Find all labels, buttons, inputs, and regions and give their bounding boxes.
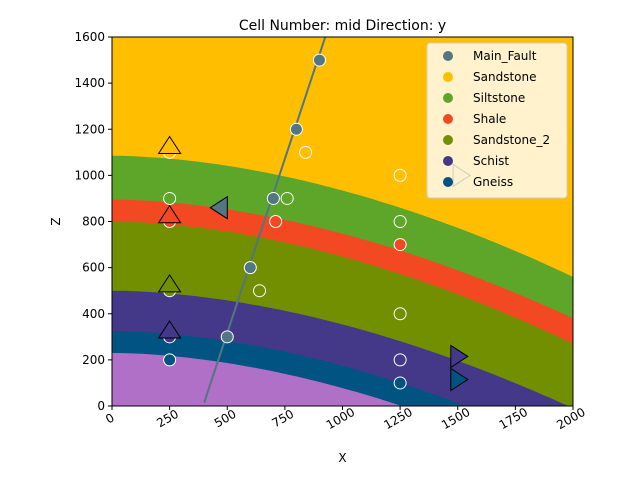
surface-point — [393, 353, 407, 367]
y-tick-label: 200 — [82, 353, 105, 367]
y-tick-label: 0 — [97, 399, 105, 413]
surface-point — [243, 261, 257, 275]
orientation-marker — [450, 344, 469, 369]
orientation-marker — [450, 367, 469, 392]
legend-swatch — [443, 51, 453, 61]
x-tick-label: 0 — [103, 411, 117, 427]
legend-label: Sandstone_2 — [473, 133, 550, 147]
x-tick-label: 2000 — [554, 405, 587, 432]
surface-point — [393, 307, 407, 321]
y-tick-label: 1200 — [74, 122, 105, 136]
data-marks — [157, 37, 472, 403]
chart-title: Cell Number: mid Direction: y — [239, 18, 446, 34]
surface-point — [163, 353, 177, 367]
x-axis-title: X — [338, 451, 346, 465]
y-tick-label: 400 — [82, 307, 105, 321]
surface-point — [280, 191, 294, 205]
legend-label: Siltstone — [473, 91, 525, 105]
surface-point — [253, 284, 267, 298]
y-tick-label: 1000 — [74, 168, 105, 182]
y-tick-label: 800 — [82, 215, 105, 229]
x-tick-label: 1000 — [324, 405, 357, 432]
legend-swatch — [443, 93, 453, 103]
legend-label: Schist — [473, 154, 509, 168]
orientation-marker — [157, 273, 182, 293]
orientation-marker — [157, 320, 182, 339]
surface-point — [312, 53, 326, 67]
legend-swatch — [443, 114, 453, 124]
x-tick-label: 1750 — [497, 405, 530, 432]
surface-point — [163, 191, 177, 205]
surface-point — [393, 376, 407, 390]
surface-point — [393, 238, 407, 252]
legend-label: Shale — [473, 112, 506, 126]
surface-point — [266, 191, 280, 205]
legend-swatch — [443, 135, 453, 145]
y-axis: 0 200 400 600 800 1000 1200 1400 1600 — [74, 30, 112, 413]
surface-point — [289, 122, 303, 136]
legend-label: Main_Fault — [473, 49, 537, 63]
surface-point — [269, 215, 283, 228]
legend-swatch — [443, 177, 453, 187]
y-tick-label: 1400 — [74, 76, 105, 90]
x-tick-label: 1500 — [439, 405, 472, 432]
y-tick-label: 1600 — [74, 30, 105, 44]
y-axis-title: Z — [49, 217, 63, 225]
y-tick-label: 600 — [82, 261, 105, 275]
legend-swatch — [443, 156, 453, 166]
x-tick-label: 1250 — [381, 405, 414, 432]
x-tick-label: 750 — [269, 407, 296, 431]
legend-label: Sandstone — [473, 70, 536, 84]
x-tick-label: 250 — [154, 407, 181, 431]
surface-point — [220, 330, 234, 344]
layer-basement — [112, 353, 402, 406]
orientation-marker — [157, 204, 182, 224]
orientation-marker — [209, 195, 228, 220]
x-axis: 0 250 500 750 1000 1250 1500 1750 2000 — [103, 405, 588, 432]
surface-point — [299, 145, 313, 159]
x-tick-label: 500 — [212, 407, 239, 431]
legend-label: Gneiss — [473, 175, 513, 189]
legend: Main_Fault Sandstone Siltstone Shale Sandsto… — [426, 42, 568, 199]
legend-swatch — [443, 72, 453, 82]
legend-box — [426, 42, 568, 199]
orientation-marker — [157, 135, 182, 154]
surface-point — [393, 168, 407, 182]
surface-point — [393, 215, 407, 228]
